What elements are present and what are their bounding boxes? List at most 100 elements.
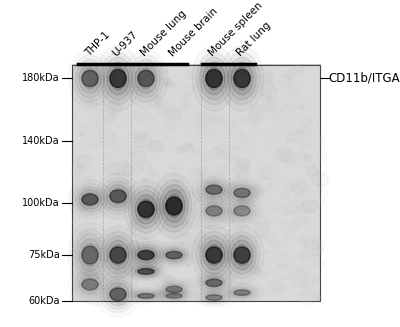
Ellipse shape — [138, 294, 154, 298]
Circle shape — [283, 298, 287, 301]
Circle shape — [171, 165, 176, 169]
Circle shape — [102, 194, 119, 208]
Circle shape — [267, 256, 277, 265]
Circle shape — [205, 77, 214, 84]
Circle shape — [278, 117, 290, 127]
Ellipse shape — [110, 247, 126, 263]
Circle shape — [264, 251, 268, 254]
Text: 140kDa: 140kDa — [22, 136, 60, 146]
Circle shape — [259, 73, 273, 85]
Text: THP-1: THP-1 — [83, 30, 112, 58]
Ellipse shape — [110, 286, 126, 302]
Circle shape — [77, 164, 83, 169]
Circle shape — [248, 110, 264, 123]
Circle shape — [242, 262, 252, 270]
Circle shape — [236, 170, 250, 181]
Circle shape — [188, 169, 204, 182]
Circle shape — [253, 87, 270, 101]
Circle shape — [207, 118, 218, 127]
Circle shape — [206, 144, 213, 150]
Circle shape — [232, 185, 244, 195]
Circle shape — [238, 253, 244, 259]
Circle shape — [258, 263, 273, 276]
Circle shape — [259, 67, 263, 70]
Circle shape — [73, 245, 83, 253]
Circle shape — [236, 196, 242, 201]
Circle shape — [126, 241, 140, 252]
Circle shape — [232, 156, 240, 163]
Circle shape — [238, 159, 251, 169]
Circle shape — [300, 194, 304, 197]
Ellipse shape — [206, 185, 222, 194]
Circle shape — [72, 257, 78, 261]
Circle shape — [149, 267, 159, 275]
Ellipse shape — [200, 57, 228, 100]
Circle shape — [193, 148, 201, 154]
Circle shape — [113, 251, 119, 256]
Circle shape — [123, 298, 127, 301]
Circle shape — [99, 69, 113, 81]
Circle shape — [122, 160, 128, 165]
Circle shape — [180, 233, 197, 247]
Circle shape — [144, 171, 160, 185]
Circle shape — [180, 227, 194, 239]
Circle shape — [120, 108, 136, 121]
Ellipse shape — [160, 247, 188, 264]
Ellipse shape — [234, 205, 250, 217]
Ellipse shape — [196, 52, 232, 105]
Circle shape — [195, 251, 208, 262]
Circle shape — [104, 162, 121, 175]
Circle shape — [168, 218, 184, 231]
Circle shape — [122, 165, 134, 175]
Circle shape — [85, 175, 95, 184]
Circle shape — [197, 197, 202, 201]
Circle shape — [241, 95, 245, 98]
Ellipse shape — [76, 60, 104, 97]
Circle shape — [135, 130, 147, 140]
Circle shape — [82, 103, 92, 111]
Ellipse shape — [206, 278, 222, 287]
Ellipse shape — [206, 70, 222, 87]
Circle shape — [222, 233, 226, 237]
Circle shape — [235, 146, 239, 149]
Ellipse shape — [206, 279, 222, 286]
Circle shape — [76, 193, 90, 204]
Circle shape — [250, 86, 264, 98]
Circle shape — [299, 252, 310, 261]
Circle shape — [113, 281, 128, 293]
Circle shape — [130, 165, 134, 168]
Ellipse shape — [82, 68, 98, 89]
Circle shape — [264, 233, 276, 242]
Circle shape — [203, 180, 210, 186]
Circle shape — [300, 277, 305, 281]
Circle shape — [165, 123, 175, 131]
Circle shape — [167, 108, 182, 120]
Circle shape — [170, 184, 182, 194]
Circle shape — [77, 202, 89, 211]
Circle shape — [207, 128, 216, 135]
Circle shape — [212, 108, 227, 120]
Circle shape — [186, 113, 196, 121]
Circle shape — [302, 157, 316, 168]
Circle shape — [101, 203, 104, 206]
Circle shape — [199, 225, 204, 229]
Circle shape — [217, 149, 230, 159]
Ellipse shape — [79, 190, 101, 209]
Circle shape — [162, 220, 177, 232]
Circle shape — [174, 190, 190, 203]
Circle shape — [128, 222, 136, 228]
Circle shape — [210, 113, 222, 124]
Circle shape — [261, 93, 271, 101]
Circle shape — [76, 73, 80, 77]
Ellipse shape — [107, 185, 129, 208]
Circle shape — [266, 152, 275, 159]
Circle shape — [229, 126, 241, 136]
Circle shape — [275, 116, 292, 130]
Circle shape — [220, 189, 226, 194]
Circle shape — [80, 133, 84, 136]
Circle shape — [267, 183, 272, 188]
Ellipse shape — [138, 268, 154, 275]
Circle shape — [292, 181, 307, 194]
Circle shape — [251, 265, 263, 275]
Circle shape — [177, 147, 184, 153]
